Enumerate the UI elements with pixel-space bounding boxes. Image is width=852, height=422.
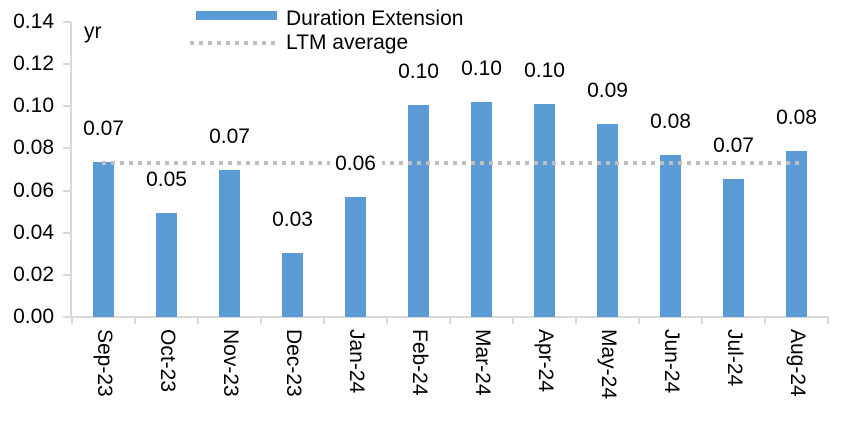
y-axis-tick-label: 0.06 — [13, 178, 54, 202]
y-axis-tick — [63, 189, 71, 192]
y-axis-tick — [63, 231, 71, 234]
bar-value-label: 0.08 — [644, 110, 697, 135]
x-axis-category-label: Jul-24 — [722, 329, 746, 387]
y-axis-line — [70, 22, 72, 317]
bar — [93, 162, 114, 317]
legend-bar-swatch — [196, 11, 277, 20]
x-axis-tick — [449, 318, 451, 324]
bar-value-label: 0.08 — [770, 106, 823, 131]
y-axis-unit-label: yr — [84, 20, 102, 43]
bar-value-label: 0.10 — [455, 57, 508, 82]
y-axis-tick — [63, 63, 71, 66]
x-axis-tick — [827, 318, 829, 324]
x-axis-tick — [260, 318, 262, 324]
y-axis-tick-label: 0.14 — [13, 10, 54, 33]
bar — [786, 151, 807, 317]
legend: Duration Extension LTM average — [0, 0, 852, 56]
x-axis-line — [70, 316, 829, 318]
y-axis-tick-label: 0.08 — [13, 136, 54, 160]
x-axis-tick — [323, 318, 325, 324]
bar-value-label: 0.10 — [518, 59, 571, 84]
bar — [597, 124, 618, 317]
x-axis-category-label: Apr-24 — [533, 329, 557, 393]
bar — [534, 104, 555, 317]
bar-value-label: 0.05 — [140, 167, 193, 192]
bar-value-label: 0.07 — [203, 125, 256, 150]
x-axis-tick — [71, 318, 73, 324]
x-axis-tick — [197, 318, 199, 324]
bar — [723, 179, 744, 317]
bar — [345, 196, 366, 317]
y-axis-tick — [63, 147, 71, 150]
y-axis-tick-label: 0.10 — [13, 94, 54, 118]
y-axis-tick — [63, 21, 71, 23]
x-axis-tick — [764, 318, 766, 324]
bar-value-label: 0.09 — [581, 79, 634, 104]
x-axis-category-label: Oct-23 — [155, 329, 179, 393]
x-axis-category-label: Jun-24 — [659, 329, 683, 394]
y-axis-tick — [63, 273, 71, 276]
y-axis-tick-label: 0.04 — [13, 220, 54, 244]
bar — [282, 252, 303, 317]
y-axis-tick — [63, 105, 71, 108]
x-axis-tick — [638, 318, 640, 324]
y-axis-tick — [63, 316, 71, 318]
x-axis-category-label: Dec-23 — [281, 329, 305, 397]
bar — [660, 155, 681, 317]
bar — [219, 170, 240, 317]
y-axis-tick-label: 0.12 — [13, 52, 54, 76]
x-axis-category-label: May-24 — [596, 329, 620, 400]
x-axis-category-label: Aug-24 — [785, 329, 809, 397]
x-axis-category-label: Feb-24 — [407, 329, 431, 396]
ltm-average-line — [101, 161, 799, 166]
x-axis-tick — [386, 318, 388, 324]
y-axis-tick-label: 0.02 — [13, 262, 54, 286]
bar-value-label: 0.07 — [707, 134, 760, 159]
legend-ltm-label: LTM average — [286, 31, 409, 54]
bar-value-label: 0.07 — [77, 117, 130, 142]
bar-value-label: 0.03 — [266, 207, 319, 232]
x-axis-tick — [701, 318, 703, 324]
x-axis-tick — [512, 318, 514, 324]
bar-value-label: 0.10 — [392, 60, 445, 85]
x-axis-category-label: Sep-23 — [92, 329, 116, 397]
legend-bar-label: Duration Extension — [286, 7, 464, 30]
x-axis-category-label: Mar-24 — [470, 329, 494, 396]
bar — [471, 102, 492, 317]
bar — [408, 105, 429, 317]
bar-value-label: 0.06 — [329, 151, 382, 176]
x-axis-tick — [134, 318, 136, 324]
y-axis-tick-label: 0.00 — [13, 305, 54, 328]
x-axis-category-label: Nov-23 — [218, 329, 242, 397]
x-axis-tick — [575, 318, 577, 324]
bar — [156, 212, 177, 317]
legend-ltm-swatch — [190, 41, 275, 45]
x-axis-category-label: Jan-24 — [344, 329, 368, 394]
